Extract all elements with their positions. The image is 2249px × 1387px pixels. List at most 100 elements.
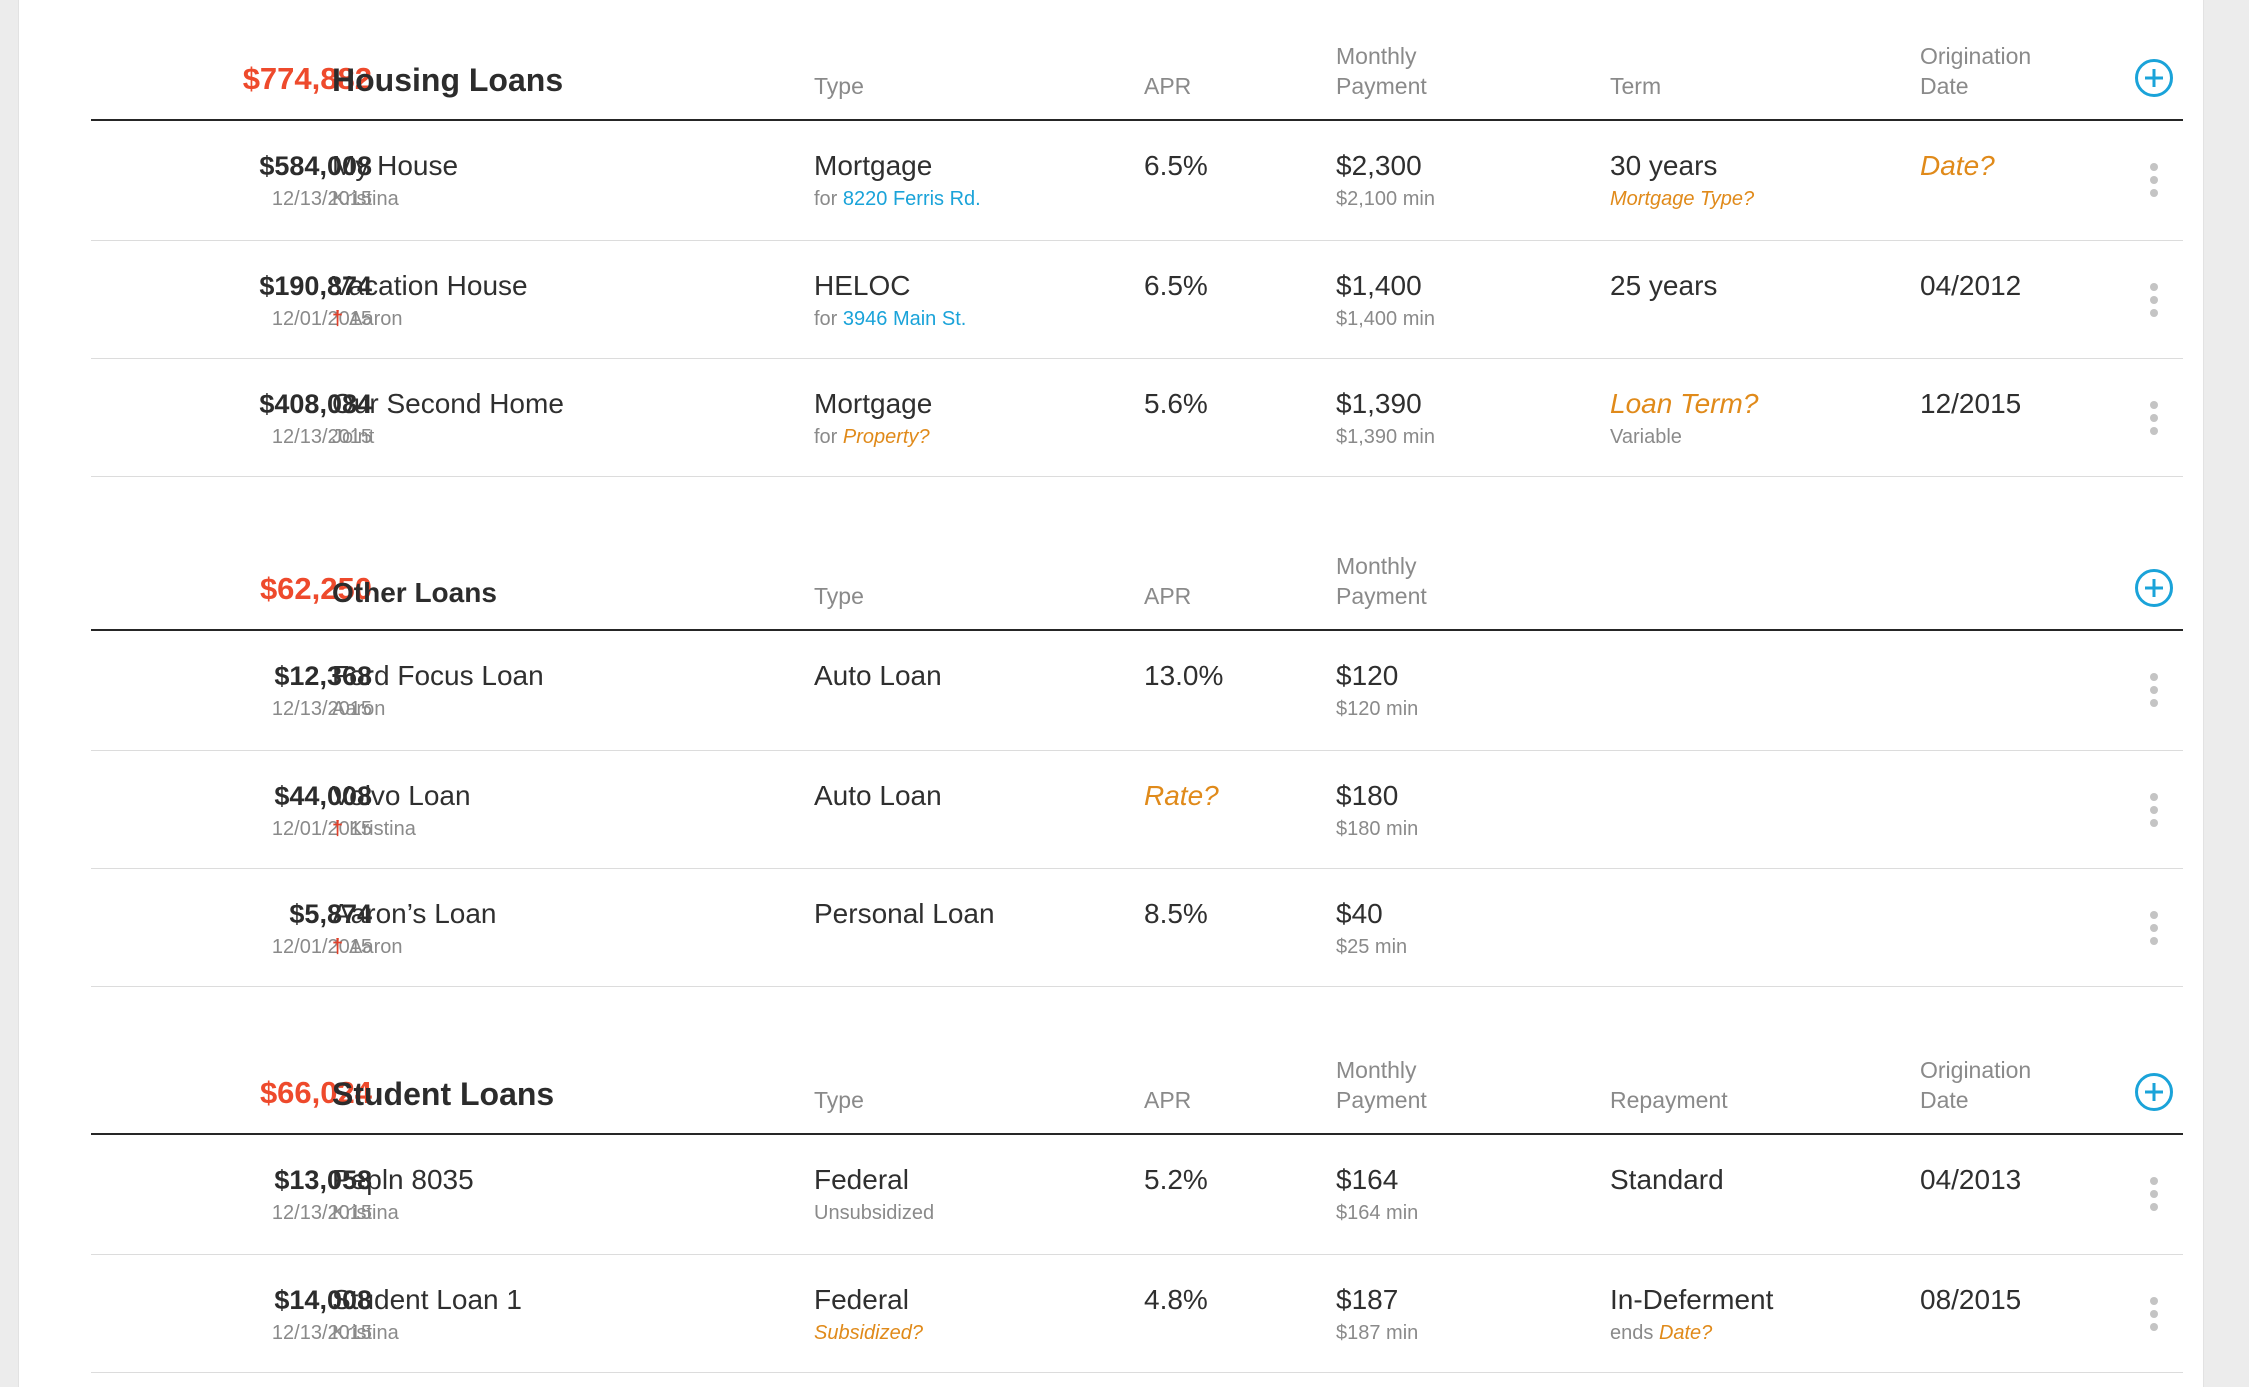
loan-type: Mortgage [814, 388, 933, 419]
minimum-payment: $180 min [1336, 818, 1419, 840]
section-title: Other Loans [332, 577, 497, 608]
col-header-type: Type [814, 73, 864, 99]
loan-name[interactable]: Student Loan 1 [332, 1284, 522, 1315]
table-row[interactable]: $13,058 12/13/2015 Pepln 8035 Kristina F… [91, 1135, 2183, 1255]
col-header-apr: APR [1144, 1087, 1192, 1113]
housing-loans-section: $774,882 Housing Loans Type APR Monthly … [91, 0, 2183, 477]
loan-owner: Kristina [332, 188, 399, 210]
repayment-plan: Standard [1610, 1164, 1724, 1195]
property-prompt[interactable]: Property? [842, 426, 930, 448]
loan-apr: 13.0% [1144, 660, 1224, 691]
other-loans-section: $62,250 Other Loans Type APR Monthly Pay… [91, 510, 2183, 987]
origination-date: 08/2015 [1920, 1284, 2022, 1315]
add-other-loan-button[interactable] [2135, 569, 2173, 607]
table-row[interactable]: $14,008 12/13/2015 Student Loan 1 Kristi… [91, 1255, 2183, 1373]
balance-date: 12/01/2015 [271, 818, 372, 840]
monthly-payment: $187 [1336, 1284, 1399, 1315]
section-header: $66,024 Student Loans Type APR Monthly P… [91, 1014, 2183, 1135]
origination-date-prompt[interactable]: Date? [1920, 150, 1995, 181]
loan-owner: † Aaron [332, 308, 403, 330]
origination-date: 12/2015 [1920, 388, 2022, 419]
loan-name[interactable]: Ford Focus Loan [332, 660, 544, 691]
minimum-payment: $187 min [1336, 1322, 1419, 1344]
monthly-payment: $180 [1336, 780, 1399, 811]
loan-type: Federal [814, 1284, 909, 1315]
more-vertical-icon[interactable] [2146, 1297, 2162, 1337]
loan-term-prompt[interactable]: Loan Term? [1610, 388, 1759, 419]
loan-name[interactable]: Vacation House [332, 270, 528, 301]
origination-date: 04/2012 [1920, 270, 2022, 301]
loan-balance: $44,008 [274, 781, 372, 811]
table-row[interactable]: $190,874 12/01/2015 Vacation House † Aaro… [91, 241, 2183, 359]
rate-type: Variable [1610, 426, 1682, 448]
table-row[interactable]: $584,008 12/13/2015 My House Kristina Mo… [91, 121, 2183, 241]
loan-balance: $584,008 [259, 151, 372, 181]
section-total: $774,882 [242, 61, 372, 96]
minimum-payment: $120 min [1336, 698, 1419, 720]
loan-balance: $190,874 [259, 271, 372, 301]
section-title: Student Loans [332, 1076, 555, 1112]
table-row[interactable]: $44,008 12/01/2015 Volvo Loan † Kristina … [91, 751, 2183, 869]
section-total: $66,024 [259, 1075, 372, 1110]
minimum-payment: $164 min [1336, 1202, 1419, 1224]
loan-name[interactable]: Aaron’s Loan [332, 898, 497, 929]
col-header-payment: Monthly Payment [1336, 1057, 1427, 1113]
loan-apr: 8.5% [1144, 898, 1208, 929]
col-header-type: Type [814, 1087, 864, 1113]
loan-apr: 5.2% [1144, 1164, 1208, 1195]
minimum-payment: $2,100 min [1336, 188, 1435, 210]
loan-subtype: Unsubsidized [814, 1202, 935, 1224]
balance-date: 12/01/2015 [271, 936, 372, 958]
deferment-date-prompt[interactable]: Date? [1658, 1322, 1713, 1344]
col-header-repayment: Repayment [1610, 1087, 1728, 1113]
add-student-loan-button[interactable] [2135, 1073, 2173, 1111]
loan-name[interactable]: My House [332, 150, 459, 181]
loan-owner: Aaron [332, 698, 386, 720]
more-vertical-icon[interactable] [2146, 401, 2162, 441]
loan-type: HELOC [814, 270, 911, 301]
col-header-origination: Origination Date [1920, 1057, 2032, 1113]
add-housing-loan-button[interactable] [2135, 59, 2173, 97]
col-header-term: Term [1610, 73, 1662, 99]
more-vertical-icon[interactable] [2146, 673, 2162, 713]
monthly-payment: $40 [1336, 898, 1383, 929]
balance-date: 12/01/2015 [271, 308, 372, 330]
minimum-payment: $25 min [1336, 936, 1408, 958]
monthly-payment: $2,300 [1336, 150, 1422, 181]
balance-date: 12/13/2015 [271, 426, 372, 448]
loan-property: for Property? [814, 426, 930, 448]
more-vertical-icon[interactable] [2146, 1177, 2162, 1217]
loan-owner: † Aaron [332, 936, 403, 958]
loan-balance: $408,084 [259, 389, 372, 419]
loan-type: Mortgage [814, 150, 933, 181]
more-vertical-icon[interactable] [2146, 163, 2162, 203]
loan-type: Federal [814, 1164, 909, 1195]
col-header-origination: Origination Date [1920, 43, 2032, 99]
section-title: Housing Loans [332, 62, 564, 98]
monthly-payment: $120 [1336, 660, 1399, 691]
col-header-payment: Monthly Payment [1336, 553, 1427, 609]
property-link[interactable]: 8220 Ferris Rd. [842, 188, 981, 210]
mortgage-type-prompt[interactable]: Mortgage Type? [1610, 188, 1755, 210]
loan-name[interactable]: Pepln 8035 [332, 1164, 474, 1195]
balance-date: 12/13/2015 [271, 698, 372, 720]
rate-prompt[interactable]: Rate? [1144, 780, 1219, 811]
property-link[interactable]: 3946 Main St. [842, 308, 967, 330]
dagger-icon: † [332, 818, 344, 840]
subsidized-prompt[interactable]: Subsidized? [814, 1322, 923, 1344]
loan-term: 30 years [1610, 150, 1718, 181]
table-row[interactable]: $5,874 12/01/2015 Aaron’s Loan † Aaron Pe… [91, 869, 2183, 987]
table-row[interactable]: $408,084 12/13/2015 Our Second Home Join… [91, 359, 2183, 477]
loan-name[interactable]: Volvo Loan [332, 780, 471, 811]
minimum-payment: $1,400 min [1336, 308, 1435, 330]
col-header-apr: APR [1144, 73, 1192, 99]
student-loans-section: $66,024 Student Loans Type APR Monthly P… [91, 1014, 2183, 1373]
monthly-payment: $164 [1336, 1164, 1399, 1195]
more-vertical-icon[interactable] [2146, 283, 2162, 323]
balance-date: 12/13/2015 [271, 1322, 372, 1344]
loan-property: for 8220 Ferris Rd. [814, 188, 981, 210]
table-row[interactable]: $12,368 12/13/2015 Ford Focus Loan Aaron… [91, 631, 2183, 751]
more-vertical-icon[interactable] [2146, 911, 2162, 951]
more-vertical-icon[interactable] [2146, 793, 2162, 833]
loan-name[interactable]: Our Second Home [332, 388, 564, 419]
